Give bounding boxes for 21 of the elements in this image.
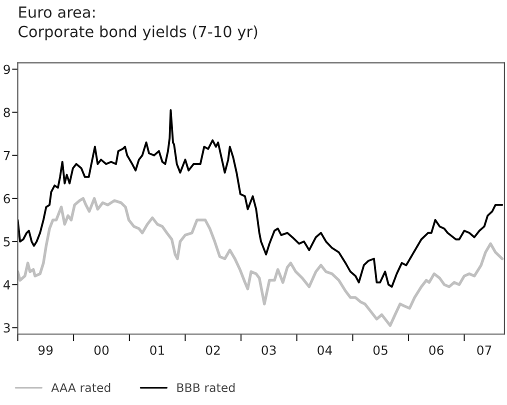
legend-label: BBB rated <box>177 382 235 392</box>
x-tick-label: 05 <box>373 345 388 355</box>
legend-label: AAA rated <box>51 382 110 392</box>
x-tick-label: 99 <box>38 345 53 355</box>
y-tick-label: 4 <box>3 280 10 290</box>
x-tick-label: 03 <box>262 345 276 355</box>
x-tick-label: 06 <box>429 345 444 355</box>
y-tick-label: 7 <box>4 151 10 160</box>
x-tick-label: 04 <box>318 345 332 355</box>
y-tick-label: 8 <box>4 108 10 118</box>
y-tick-label: 6 <box>4 194 10 204</box>
y-tick-label: 3 <box>4 323 10 333</box>
chart-title: Euro area: Corporate bond yields (7-10 yr) <box>18 6 258 40</box>
x-tick-label: 00 <box>94 345 109 355</box>
x-tick-label: 01 <box>150 345 164 355</box>
x-tick-label: 07 <box>477 345 492 355</box>
y-tick-label: 5 <box>4 237 10 246</box>
y-tick-label: 9 <box>4 64 10 74</box>
x-tick-label: 02 <box>206 345 220 355</box>
line-series <box>18 197 504 327</box>
line-series <box>18 109 504 288</box>
